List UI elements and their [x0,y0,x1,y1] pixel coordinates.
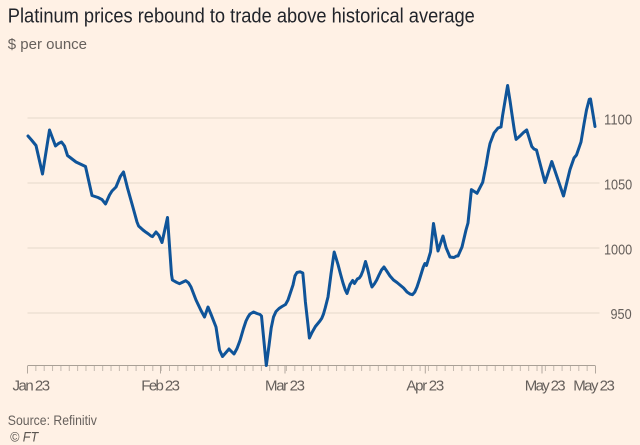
svg-text:950: 950 [611,306,632,323]
svg-text:Feb 23: Feb 23 [141,377,180,394]
svg-text:Platinum prices rebound to tra: Platinum prices rebound to trade above h… [8,5,475,28]
svg-text:Apr 23: Apr 23 [406,377,444,394]
svg-text:May 23: May 23 [525,377,566,394]
svg-text:1100: 1100 [604,112,632,129]
svg-text:Jan 23: Jan 23 [13,377,51,394]
svg-text:1050: 1050 [604,177,632,194]
svg-text:May 23: May 23 [573,377,615,394]
svg-text:Mar 23: Mar 23 [265,377,305,394]
svg-text:$ per ounce: $ per ounce [8,36,87,53]
svg-text:1000: 1000 [604,242,632,259]
svg-text:© FT: © FT [10,428,40,444]
svg-text:Source: Refinitiv: Source: Refinitiv [8,412,97,428]
